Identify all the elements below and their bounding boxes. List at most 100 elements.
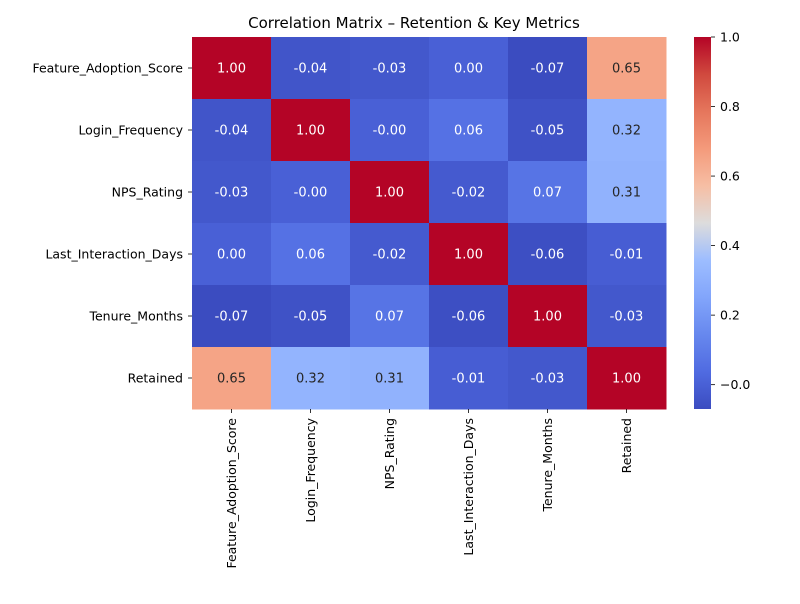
heatmap-cells — [192, 37, 667, 410]
row-tick-label: Last_Interaction_Days — [45, 247, 183, 262]
heatmap-cell-label: -0.01 — [452, 372, 486, 387]
row-tick-label: Feature_Adoption_Score — [32, 61, 183, 76]
heatmap-cell — [508, 99, 588, 162]
heatmap-cell — [508, 161, 588, 224]
heatmap-cell — [271, 161, 351, 224]
heatmap-cell-label: -0.07 — [531, 62, 565, 77]
heatmap-cell-label: -0.03 — [531, 372, 565, 387]
colorbar-tick-label: 0.6 — [720, 169, 740, 184]
heatmap-cell — [192, 347, 272, 410]
heatmap-cell — [429, 347, 509, 410]
heatmap-cell — [271, 223, 351, 286]
colorbar-gradient — [694, 37, 711, 409]
heatmap-cell — [508, 37, 588, 100]
heatmap-cell-label: -0.03 — [373, 62, 407, 77]
column-tick-label: Feature_Adoption_Score — [224, 418, 239, 569]
heatmap-cell-label: -0.06 — [452, 310, 486, 325]
heatmap-cell-label: -0.00 — [294, 186, 328, 201]
heatmap-cell-label: -0.06 — [531, 248, 565, 263]
heatmap-cell — [587, 347, 667, 410]
column-tick-label: Login_Frequency — [303, 417, 318, 522]
heatmap-cell — [192, 99, 272, 162]
heatmap-cell — [429, 37, 509, 100]
heatmap-cell — [271, 99, 351, 162]
heatmap-cell — [429, 223, 509, 286]
heatmap-cell-label: -0.07 — [215, 310, 249, 325]
heatmap-cell-label: -0.02 — [452, 186, 486, 201]
heatmap-cell-label: -0.03 — [215, 186, 249, 201]
colorbar-ticks: 1.0 0.8 0.6 0.4 0.2 −0.0 — [711, 30, 750, 392]
heatmap-cell-label: 0.31 — [375, 372, 404, 387]
column-tick-label: Tenure_Months — [540, 418, 555, 513]
heatmap-cell-label: 0.00 — [454, 62, 483, 77]
heatmap-cell-label: 1.00 — [296, 124, 325, 139]
heatmap-cell — [508, 223, 588, 286]
heatmap-cell-label: -0.05 — [531, 124, 565, 139]
colorbar-tick-label: 0.4 — [720, 238, 740, 253]
row-tick-label: NPS_Rating — [112, 185, 183, 200]
chart-title: Correlation Matrix – Retention & Key Met… — [248, 14, 580, 32]
colorbar-tick-label: 1.0 — [720, 30, 740, 45]
row-tick-label: Retained — [128, 371, 183, 386]
heatmap-cell-label: 1.00 — [454, 248, 483, 263]
heatmap-cell — [271, 37, 351, 100]
heatmap-cell-label: 1.00 — [612, 372, 641, 387]
heatmap-cell-label: -0.04 — [215, 124, 249, 139]
heatmap-cell-label: 1.00 — [375, 186, 404, 201]
heatmap-cell-label: -0.02 — [373, 248, 407, 263]
heatmap-cell — [508, 347, 588, 410]
heatmap-cell — [271, 347, 351, 410]
column-tick-labels: Feature_Adoption_Score Login_Frequency NPS… — [224, 409, 634, 569]
heatmap-cell-label: 0.65 — [612, 62, 641, 77]
heatmap-cell — [192, 285, 272, 348]
heatmap-cell — [429, 285, 509, 348]
heatmap-cell — [350, 347, 430, 410]
heatmap-cell-label: 0.07 — [533, 186, 562, 201]
heatmap-cell — [587, 161, 667, 224]
row-tick-label: Login_Frequency — [78, 123, 183, 138]
heatmap-cell-label: 0.00 — [217, 248, 246, 263]
heatmap-cell — [350, 161, 430, 224]
column-tick-label: Last_Interaction_Days — [461, 418, 476, 556]
column-tick-label: Retained — [619, 418, 634, 473]
colorbar — [694, 37, 711, 409]
heatmap-cell — [587, 37, 667, 100]
heatmap-cell-label: 0.32 — [296, 372, 325, 387]
heatmap-cell-label: 0.31 — [612, 186, 641, 201]
heatmap-cell-label: 0.65 — [217, 372, 246, 387]
heatmap-cell-labels: 1.00 -0.04 -0.03 0.00 -0.07 0.65 -0.04 1.00 -0.0… — [215, 62, 644, 387]
heatmap-cell-label: -0.05 — [294, 310, 328, 325]
heatmap-cell — [587, 99, 667, 162]
row-tick-labels: Feature_Adoption_Score Login_Frequency NPS… — [32, 61, 192, 386]
heatmap-cell-label: 1.00 — [533, 310, 562, 325]
heatmap-cell-label: -0.00 — [373, 124, 407, 139]
heatmap-cell — [192, 37, 272, 100]
heatmap-cell-label: 0.06 — [296, 248, 325, 263]
column-tick-label: NPS_Rating — [382, 418, 397, 489]
row-tick-label: Tenure_Months — [88, 309, 183, 324]
heatmap-cell — [192, 223, 272, 286]
heatmap-cell-label: 0.07 — [375, 310, 404, 325]
colorbar-tick-label: 0.2 — [720, 308, 740, 323]
heatmap-cell — [429, 161, 509, 224]
heatmap-cell — [508, 285, 588, 348]
heatmap-cell-label: -0.03 — [610, 310, 644, 325]
heatmap-cell-label: 0.32 — [612, 124, 641, 139]
heatmap-cell — [350, 285, 430, 348]
heatmap-cell-label: 0.06 — [454, 124, 483, 139]
heatmap-cell — [429, 99, 509, 162]
heatmap-cell-label: -0.01 — [610, 248, 644, 263]
heatmap-cell-label: 1.00 — [217, 62, 246, 77]
heatmap-cell — [350, 37, 430, 100]
heatmap-cell — [192, 161, 272, 224]
heatmap-cell — [271, 285, 351, 348]
colorbar-tick-label: 0.8 — [720, 99, 740, 114]
heatmap-cell — [587, 285, 667, 348]
heatmap-cell — [350, 223, 430, 286]
colorbar-tick-label: −0.0 — [720, 377, 750, 392]
heatmap-cell — [587, 223, 667, 286]
heatmap-cell-label: -0.04 — [294, 62, 328, 77]
heatmap-cell — [350, 99, 430, 162]
